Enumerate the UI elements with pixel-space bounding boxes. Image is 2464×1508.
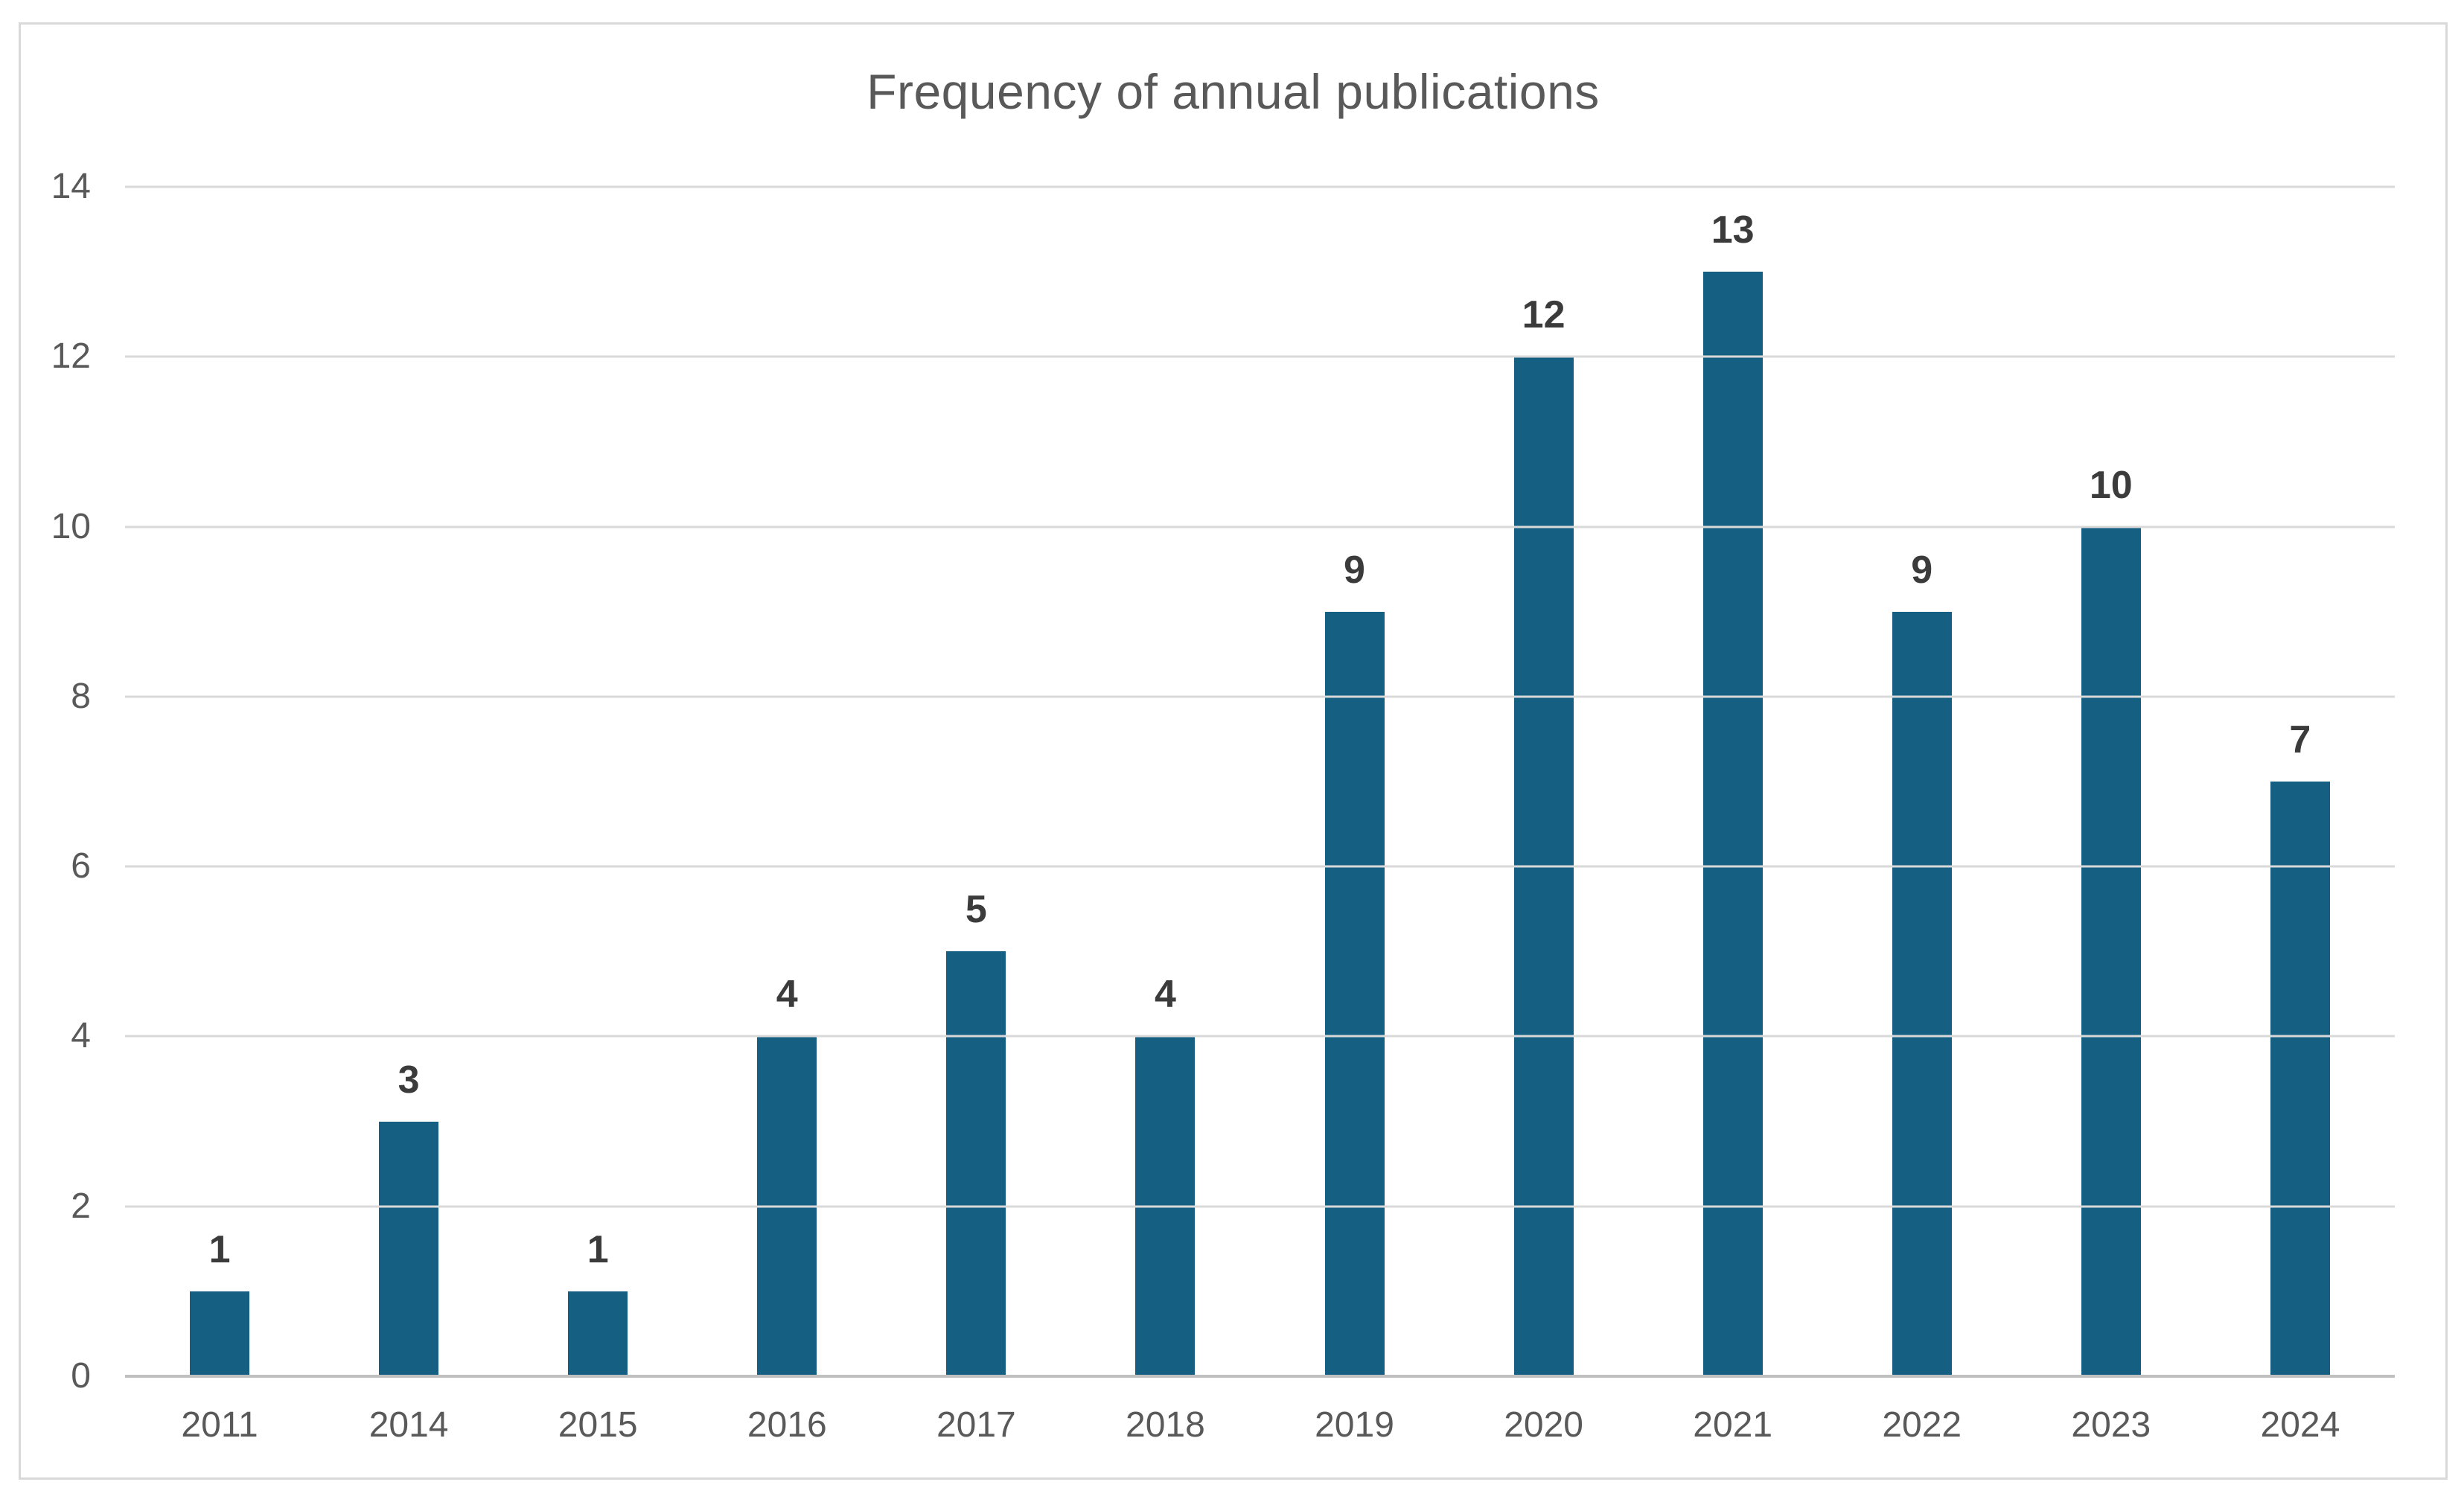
- x-tick-label: 2021: [1693, 1405, 1773, 1445]
- bar-value-label: 1: [587, 1227, 609, 1271]
- x-tick-label: 2011: [181, 1405, 258, 1445]
- chart-frame: Frequency of annual publications 1 2011 3 2…: [19, 22, 2448, 1480]
- bar: [946, 951, 1006, 1376]
- bar: [568, 1291, 628, 1376]
- bar-value-label: 4: [1154, 973, 1176, 1017]
- y-tick-label: 4: [71, 1016, 91, 1056]
- x-tick-label: 2022: [1882, 1405, 1962, 1445]
- category-slot: 1 2011: [125, 187, 314, 1443]
- category-slot: 10 2023: [2017, 187, 2206, 1443]
- bar: [1324, 611, 1385, 1376]
- category-slot: 3 2014: [314, 187, 503, 1443]
- category-slot: 9 2019: [1260, 187, 1449, 1443]
- x-tick-label: 2014: [368, 1405, 449, 1445]
- plot-area: 1 2011 3 2014 1 2015 4 2016 5 2017 4 2018 9 2019 12 202…: [51, 169, 2395, 1443]
- gridline: [125, 185, 2395, 188]
- bar: [2081, 526, 2141, 1376]
- bar: [1892, 611, 1952, 1376]
- bar-value-label: 10: [2089, 463, 2133, 507]
- x-tick-label: 2023: [2071, 1405, 2151, 1445]
- y-tick-label: 12: [51, 336, 91, 377]
- gridline: [125, 865, 2395, 868]
- bar: [2270, 782, 2330, 1376]
- gridline: [125, 1205, 2395, 1208]
- bar-value-label: 3: [398, 1058, 420, 1102]
- y-tick-label: 2: [71, 1186, 91, 1226]
- category-slot: 1 2015: [503, 187, 692, 1443]
- x-tick-label: 2018: [1126, 1405, 1205, 1445]
- category-slot: 4 2016: [692, 187, 881, 1442]
- bar-value-label: 4: [776, 973, 798, 1017]
- bar-value-label: 1: [208, 1227, 231, 1271]
- category-slot: 12 2020: [1449, 187, 1638, 1442]
- bar: [379, 1121, 439, 1376]
- gridline: [125, 695, 2395, 698]
- bar: [1702, 272, 1763, 1376]
- y-tick-label: 6: [71, 846, 91, 886]
- x-tick-label: 2024: [2260, 1405, 2340, 1445]
- bar-value-label: 9: [1344, 548, 1365, 592]
- bar-value-label: 5: [965, 888, 987, 932]
- y-tick-label: 14: [51, 167, 91, 206]
- x-tick-label: 2020: [1504, 1405, 1583, 1445]
- category-slot: 5 2017: [881, 187, 1070, 1442]
- category-slot: 13 2021: [1638, 187, 1828, 1442]
- x-tick-label: 2017: [936, 1405, 1016, 1445]
- bar-value-label: 9: [1911, 548, 1933, 592]
- category-slot: 9 2022: [1828, 187, 2017, 1443]
- bar-value-label: 13: [1711, 208, 1755, 252]
- bar-value-label: 7: [2289, 718, 2311, 761]
- x-tick-label: 2015: [558, 1405, 638, 1445]
- y-tick-label: 0: [71, 1356, 91, 1396]
- gridline: [125, 525, 2395, 528]
- category-slot: 4 2018: [1070, 187, 1260, 1442]
- x-tick-label: 2019: [1315, 1405, 1394, 1445]
- chart-title: Frequency of annual publications: [866, 64, 1600, 119]
- category-slot: 7 2024: [2206, 187, 2395, 1443]
- x-tick-label: 2016: [747, 1405, 827, 1445]
- x-axis-line: [125, 1375, 2395, 1378]
- gridline: [125, 1035, 2395, 1038]
- y-tick-label: 8: [71, 676, 91, 716]
- bar: [190, 1291, 250, 1376]
- y-tick-label: 10: [51, 506, 91, 546]
- gridline: [125, 355, 2395, 358]
- bar-slots: 1 2011 3 2014 1 2015 4 2016 5 2017 4 2018 9 2019 12 202…: [125, 187, 2395, 1443]
- bar-value-label: 12: [1522, 293, 1565, 337]
